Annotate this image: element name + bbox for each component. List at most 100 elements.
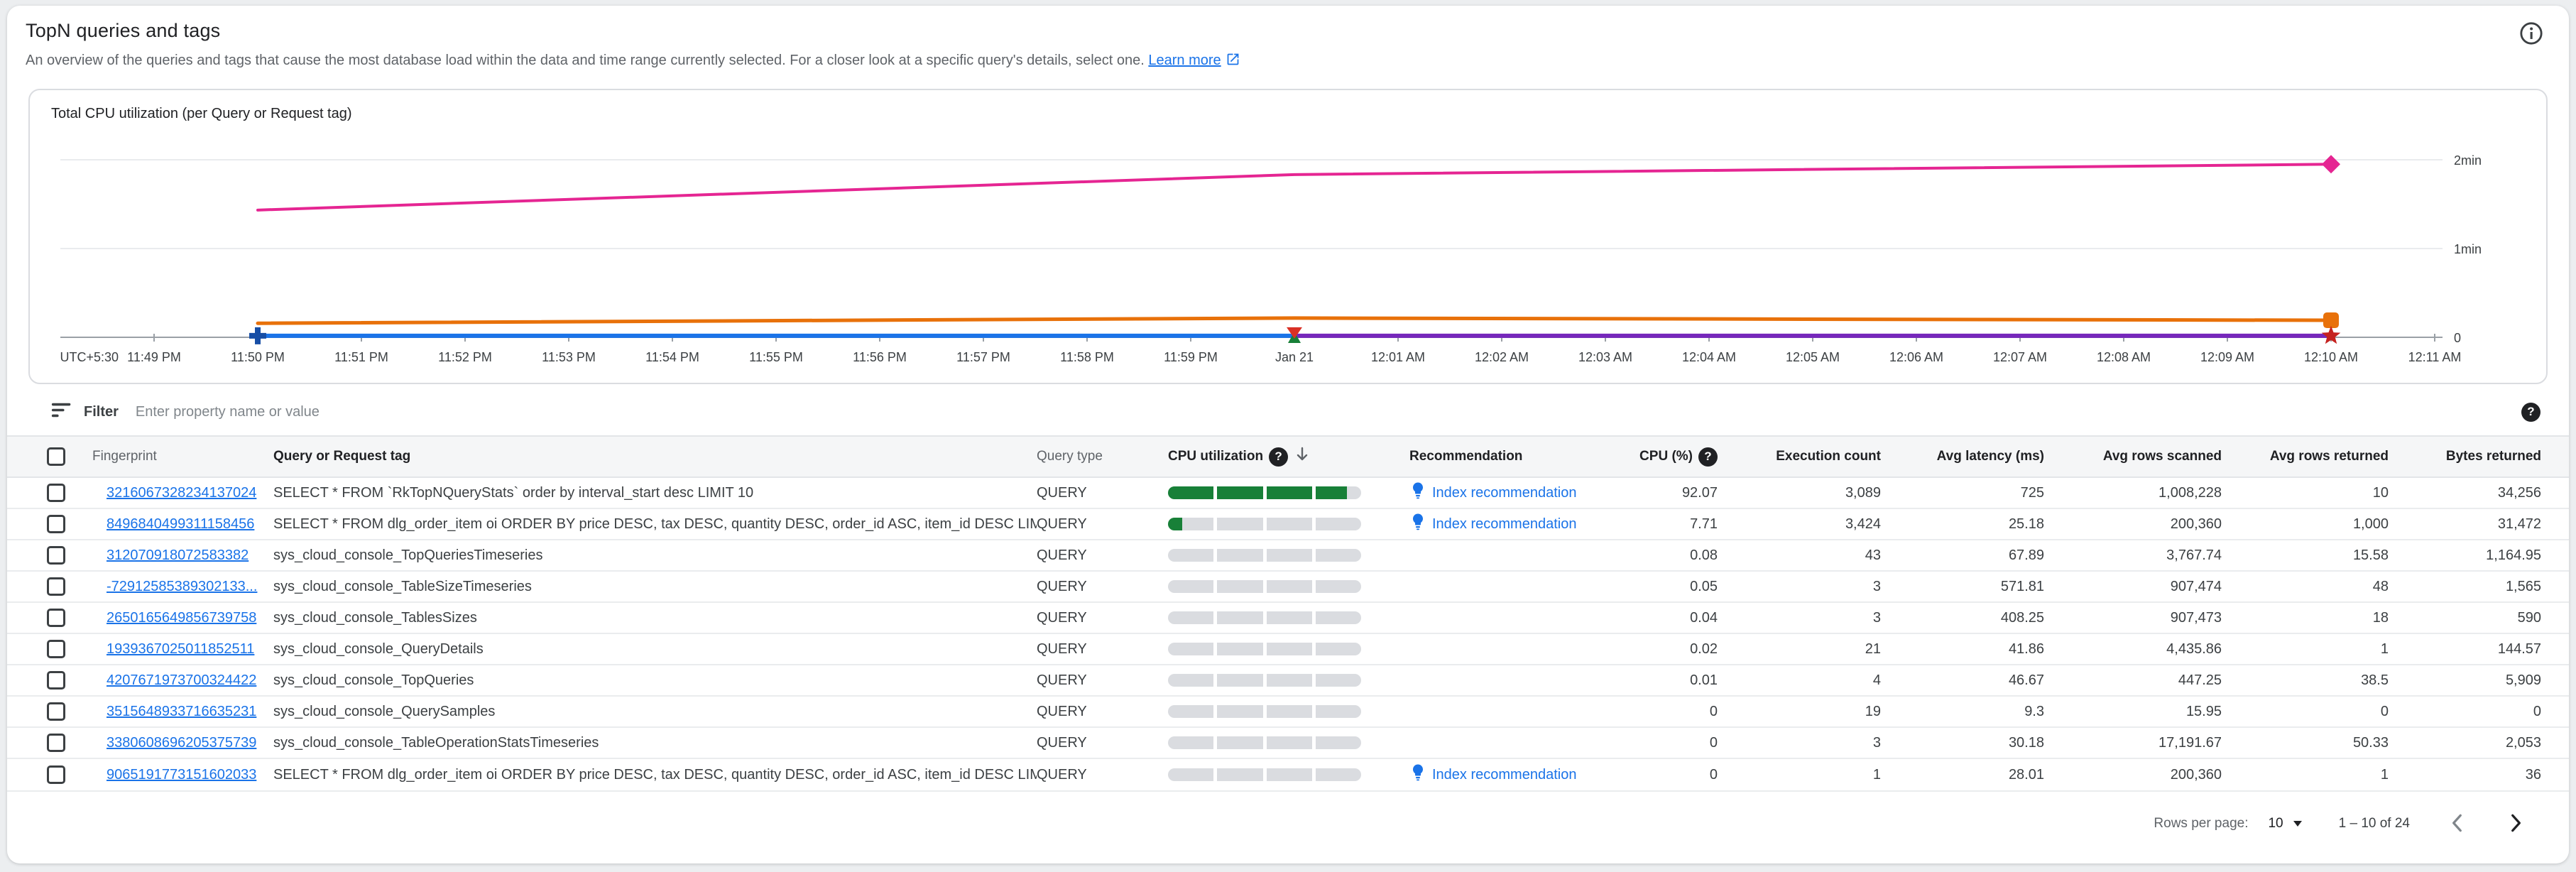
query-type-cell: QUERY bbox=[1037, 735, 1168, 751]
row-select-cell bbox=[7, 765, 92, 784]
column-header-query[interactable]: Query or Request tag bbox=[273, 449, 1037, 464]
info-icon[interactable] bbox=[2519, 21, 2543, 45]
column-header-avg_latency_ms[interactable]: Avg latency (ms) bbox=[1899, 449, 2063, 464]
execution-count-cell: 21 bbox=[1736, 641, 1899, 658]
cpu-utilization-bar bbox=[1168, 736, 1361, 749]
column-header-query_type[interactable]: Query type bbox=[1037, 449, 1168, 464]
cpu-bar-segment bbox=[1168, 486, 1214, 499]
cpu-bar-segment bbox=[1217, 549, 1263, 562]
help-icon[interactable]: ? bbox=[1269, 447, 1289, 467]
row-checkbox[interactable] bbox=[47, 484, 65, 502]
fingerprint-link[interactable]: -72912585389302133... bbox=[107, 578, 258, 594]
bytes-returned-value: 34,256 bbox=[2497, 484, 2541, 501]
avg-rows-returned-cell: 18 bbox=[2240, 610, 2407, 626]
cpu-bar-segment bbox=[1315, 486, 1361, 499]
row-checkbox[interactable] bbox=[47, 640, 65, 658]
fingerprint-link[interactable]: 3515648933716635231 bbox=[107, 703, 257, 719]
column-header-execution_count[interactable]: Execution count bbox=[1736, 449, 1899, 464]
column-header-avg_rows_scanned[interactable]: Avg rows scanned bbox=[2063, 449, 2240, 464]
next-page-button[interactable] bbox=[2505, 812, 2526, 836]
table-body: 3216067328234137024 SELECT * FROM `RkTopN… bbox=[7, 478, 2569, 790]
recommendation-cell: Index recommendation bbox=[1409, 481, 1637, 505]
row-select-cell bbox=[7, 734, 92, 752]
bytes-returned-cell: 34,256 bbox=[2407, 485, 2560, 501]
row-checkbox[interactable] bbox=[47, 734, 65, 752]
column-header-avg_rows_returned[interactable]: Avg rows returned bbox=[2240, 449, 2407, 464]
column-header-bytes_returned[interactable]: Bytes returned bbox=[2407, 449, 2560, 464]
query-type-text: QUERY bbox=[1037, 641, 1087, 657]
fingerprint-link[interactable]: 9065191773151602033 bbox=[107, 766, 257, 783]
sort-descending-icon[interactable] bbox=[1294, 445, 1311, 468]
fingerprint-cell: 8496840499311158456 bbox=[92, 516, 273, 533]
cpu-utilization-chart[interactable]: 2min 1min 0 11:49 PM 11:50 PM 11:51 PM 11:52 P… bbox=[30, 90, 2546, 383]
execution-count-value: 19 bbox=[1865, 703, 1881, 719]
recommendation-link[interactable]: Index recommendation bbox=[1432, 516, 1577, 532]
previous-page-button[interactable] bbox=[2447, 812, 2468, 836]
marker-square bbox=[2323, 312, 2339, 329]
filter-input[interactable] bbox=[135, 403, 2521, 420]
query-text: SELECT * FROM `RkTopNQueryStats` order b… bbox=[273, 484, 754, 501]
column-header-cpu_pct[interactable]: CPU (%)? bbox=[1637, 447, 1736, 467]
cpu-bar-segment bbox=[1315, 674, 1361, 687]
cpu-bar-fill bbox=[1266, 486, 1312, 499]
recommendation-link[interactable]: Index recommendation bbox=[1432, 766, 1577, 783]
table-footer: Rows per page: 10 1 – 10 of 24 bbox=[7, 790, 2569, 856]
cpu-bar-segment bbox=[1217, 736, 1263, 749]
cpu-utilization-cell bbox=[1168, 580, 1409, 593]
row-checkbox[interactable] bbox=[47, 702, 65, 721]
column-header-cpu_utilization[interactable]: CPU utilization? bbox=[1168, 445, 1409, 468]
avg-latency-ms-value: 725 bbox=[2020, 484, 2044, 501]
fingerprint-link[interactable]: 2650165649856739758 bbox=[107, 609, 257, 626]
fingerprint-link[interactable]: 1939367025011852511 bbox=[107, 641, 255, 657]
cpu-pct-value: 0.02 bbox=[1690, 641, 1718, 657]
query-type-text: QUERY bbox=[1037, 547, 1087, 563]
table-help-icon[interactable]: ? bbox=[2521, 402, 2540, 422]
table-row: 9065191773151602033 SELECT * FROM dlg_ord… bbox=[7, 759, 2569, 790]
cpu-bar-segment bbox=[1168, 549, 1214, 562]
avg-rows-scanned-cell: 1,008,228 bbox=[2063, 485, 2240, 501]
column-header-label: CPU utilization bbox=[1168, 449, 1264, 464]
row-checkbox[interactable] bbox=[47, 515, 65, 533]
cpu-utilization-bar bbox=[1168, 580, 1361, 593]
row-select-cell bbox=[7, 671, 92, 690]
rows-per-page-select[interactable]: 10 bbox=[2268, 816, 2302, 832]
table-row: 1939367025011852511 sys_cloud_console_Que… bbox=[7, 634, 2569, 665]
execution-count-value: 3 bbox=[1872, 734, 1881, 751]
cpu-bar-segment bbox=[1217, 768, 1263, 781]
help-icon[interactable]: ? bbox=[1698, 447, 1718, 467]
row-checkbox[interactable] bbox=[47, 765, 65, 784]
cpu-bar-segment bbox=[1217, 518, 1263, 530]
query-cell: sys_cloud_console_TableSizeTimeseries bbox=[273, 579, 1037, 595]
avg-latency-ms-cell: 46.67 bbox=[1899, 672, 2063, 689]
avg-rows-returned-cell: 50.33 bbox=[2240, 735, 2407, 751]
query-type-cell: QUERY bbox=[1037, 610, 1168, 626]
select-all-checkbox[interactable] bbox=[47, 447, 65, 466]
row-checkbox[interactable] bbox=[47, 671, 65, 690]
column-header-fingerprint[interactable]: Fingerprint bbox=[92, 449, 273, 464]
fingerprint-link[interactable]: 312070918072583382 bbox=[107, 547, 249, 563]
column-header-recommendation[interactable]: Recommendation bbox=[1409, 449, 1637, 464]
row-checkbox[interactable] bbox=[47, 577, 65, 596]
row-checkbox[interactable] bbox=[47, 609, 65, 627]
x-axis-tick-label: 12:01 AM bbox=[1371, 350, 1425, 364]
column-header-label: Avg rows scanned bbox=[2102, 449, 2222, 464]
avg-rows-scanned-value: 200,360 bbox=[2170, 516, 2222, 532]
bytes-returned-value: 590 bbox=[2517, 609, 2541, 626]
fingerprint-link[interactable]: 3216067328234137024 bbox=[107, 484, 257, 501]
learn-more-link[interactable]: Learn more bbox=[1148, 53, 1221, 68]
column-header-label: Fingerprint bbox=[92, 449, 157, 464]
avg-rows-returned-value: 38.5 bbox=[2361, 672, 2389, 688]
cpu-pct-value: 0 bbox=[1709, 703, 1718, 719]
fingerprint-link[interactable]: 8496840499311158456 bbox=[107, 516, 255, 532]
fingerprint-link[interactable]: 4207671973700324422 bbox=[107, 672, 257, 688]
recommendation-cell: Index recommendation bbox=[1409, 513, 1637, 536]
cpu-bar-segment bbox=[1217, 705, 1263, 718]
row-select-cell bbox=[7, 609, 92, 627]
fingerprint-cell: -72912585389302133... bbox=[92, 579, 273, 595]
fingerprint-link[interactable]: 3380608696205375739 bbox=[107, 734, 257, 751]
recommendation-link[interactable]: Index recommendation bbox=[1432, 484, 1577, 501]
x-axis-tick-label: 12:06 AM bbox=[1889, 350, 1943, 364]
x-axis-tick-label: 12:08 AM bbox=[2097, 350, 2151, 364]
cpu-utilization-cell bbox=[1168, 486, 1409, 499]
row-checkbox[interactable] bbox=[47, 546, 65, 565]
